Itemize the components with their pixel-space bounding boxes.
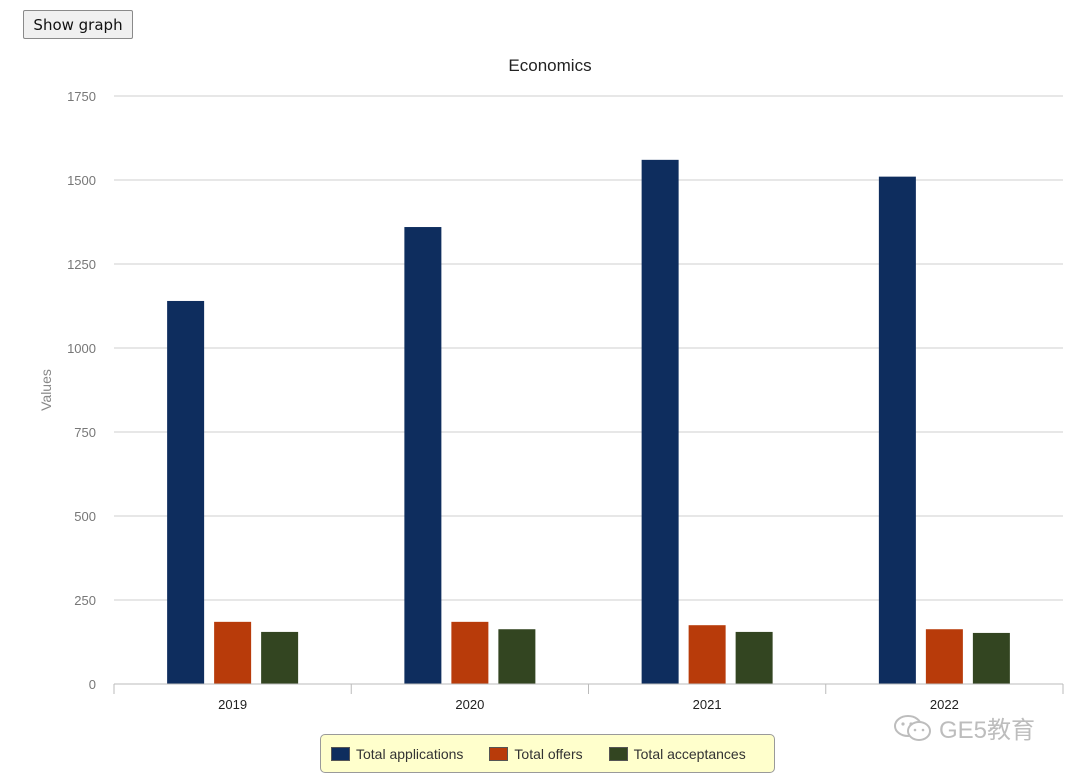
chart-title: Economics bbox=[508, 56, 591, 75]
bar-total-offers-2021 bbox=[688, 625, 726, 684]
y-tick-label: 1750 bbox=[67, 89, 96, 104]
x-tick-label: 2019 bbox=[218, 697, 247, 712]
legend-label: Total acceptances bbox=[633, 745, 746, 762]
bar-total-applications-2022 bbox=[878, 176, 916, 684]
bar-total-acceptances-2022 bbox=[972, 632, 1010, 684]
y-tick-label: 750 bbox=[74, 425, 96, 440]
watermark: GE5教育 bbox=[893, 710, 1035, 745]
chat-bubble-icon bbox=[894, 714, 931, 741]
axes: 0 250 500 750 1000 1250 1500 1750 2019 2020 2021 20… bbox=[67, 89, 1064, 712]
y-tick-label: 1000 bbox=[67, 341, 96, 356]
show-graph-button[interactable]: Show graph bbox=[23, 10, 133, 39]
legend-item: Total offers bbox=[489, 745, 583, 762]
bar-total-acceptances-2019 bbox=[261, 631, 299, 684]
chart-legend: Total applications Total offers Total acce… bbox=[320, 734, 775, 773]
legend-swatch bbox=[489, 746, 509, 761]
legend-label: Total offers bbox=[514, 745, 583, 762]
y-tick-label: 1500 bbox=[67, 173, 96, 188]
bars bbox=[167, 159, 1010, 685]
y-tick-label: 1250 bbox=[67, 257, 96, 272]
legend-label: Total applications bbox=[356, 745, 464, 762]
bar-total-acceptances-2021 bbox=[735, 631, 773, 684]
x-tick-label: 2022 bbox=[930, 697, 959, 712]
watermark-text: GE5教育 bbox=[939, 717, 1036, 744]
bar-total-offers-2022 bbox=[925, 629, 963, 684]
legend-item: Total acceptances bbox=[608, 745, 746, 762]
x-tick-label: 2020 bbox=[455, 697, 484, 712]
x-tick-label: 2021 bbox=[693, 697, 722, 712]
bar-total-acceptances-2020 bbox=[498, 629, 536, 684]
bar-total-offers-2020 bbox=[451, 621, 489, 684]
grid-lines bbox=[114, 95, 1063, 601]
bar-total-applications-2021 bbox=[641, 159, 679, 685]
y-tick-label: 500 bbox=[74, 509, 96, 524]
y-tick-label: 250 bbox=[74, 593, 96, 608]
legend-item: Total applications bbox=[331, 746, 463, 762]
legend-swatch bbox=[331, 746, 350, 761]
bar-total-applications-2020 bbox=[404, 227, 442, 685]
y-axis-label: Values bbox=[38, 369, 54, 411]
legend-swatch bbox=[608, 746, 628, 761]
y-tick-label: 0 bbox=[89, 677, 96, 692]
bar-total-applications-2019 bbox=[167, 300, 205, 684]
bar-total-offers-2019 bbox=[214, 621, 252, 684]
